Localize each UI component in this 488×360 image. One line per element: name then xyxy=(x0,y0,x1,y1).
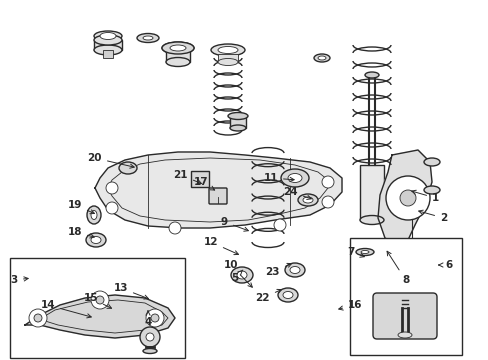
Text: 11: 11 xyxy=(263,173,294,183)
Polygon shape xyxy=(95,152,341,228)
Ellipse shape xyxy=(230,267,252,283)
Bar xyxy=(218,54,238,62)
Ellipse shape xyxy=(162,42,194,54)
Text: 13: 13 xyxy=(113,283,148,299)
Ellipse shape xyxy=(94,31,122,41)
Ellipse shape xyxy=(237,271,246,279)
Ellipse shape xyxy=(165,58,190,67)
Text: 23: 23 xyxy=(265,264,291,277)
Text: 12: 12 xyxy=(203,237,238,255)
Bar xyxy=(94,40,122,50)
Ellipse shape xyxy=(137,33,159,42)
Text: 7: 7 xyxy=(347,247,364,257)
Circle shape xyxy=(146,309,163,327)
Ellipse shape xyxy=(94,35,122,45)
Text: 19: 19 xyxy=(67,200,94,214)
Ellipse shape xyxy=(364,72,378,78)
Circle shape xyxy=(146,333,154,341)
Ellipse shape xyxy=(91,237,101,243)
Circle shape xyxy=(399,190,415,206)
Circle shape xyxy=(385,176,429,220)
Ellipse shape xyxy=(162,42,194,54)
Circle shape xyxy=(106,202,118,214)
Ellipse shape xyxy=(142,348,157,354)
Text: 1: 1 xyxy=(411,190,438,203)
Circle shape xyxy=(91,291,109,309)
Text: 8: 8 xyxy=(386,251,408,285)
Text: 16: 16 xyxy=(338,300,362,310)
FancyBboxPatch shape xyxy=(208,188,226,204)
FancyBboxPatch shape xyxy=(372,293,436,339)
Circle shape xyxy=(169,222,181,234)
Ellipse shape xyxy=(423,186,439,194)
Ellipse shape xyxy=(87,206,101,224)
Ellipse shape xyxy=(229,125,245,131)
Ellipse shape xyxy=(218,58,238,66)
Ellipse shape xyxy=(278,288,297,302)
Text: 20: 20 xyxy=(87,153,134,168)
Circle shape xyxy=(321,176,333,188)
Text: 24: 24 xyxy=(283,187,311,199)
Ellipse shape xyxy=(423,158,439,166)
Circle shape xyxy=(29,309,47,327)
Ellipse shape xyxy=(285,263,305,277)
Ellipse shape xyxy=(170,45,185,51)
Bar xyxy=(349,238,461,355)
Polygon shape xyxy=(377,150,431,245)
FancyBboxPatch shape xyxy=(191,171,208,187)
Ellipse shape xyxy=(119,162,137,174)
Ellipse shape xyxy=(227,112,247,120)
Ellipse shape xyxy=(218,46,238,54)
Bar xyxy=(359,165,383,220)
Ellipse shape xyxy=(142,36,153,40)
Bar xyxy=(103,50,113,58)
Ellipse shape xyxy=(91,211,97,220)
Circle shape xyxy=(151,314,159,322)
Text: 10: 10 xyxy=(223,260,252,287)
Ellipse shape xyxy=(86,233,106,247)
Circle shape xyxy=(321,196,333,208)
Text: 18: 18 xyxy=(67,227,94,238)
Text: 17: 17 xyxy=(193,177,214,190)
Text: 9: 9 xyxy=(221,217,248,231)
Ellipse shape xyxy=(359,216,383,225)
Ellipse shape xyxy=(100,32,116,40)
Text: 5: 5 xyxy=(230,270,243,283)
Bar xyxy=(229,116,245,128)
Ellipse shape xyxy=(360,251,368,253)
Ellipse shape xyxy=(289,266,299,274)
Circle shape xyxy=(34,314,42,322)
Ellipse shape xyxy=(281,169,308,187)
Text: 4: 4 xyxy=(144,311,151,327)
Ellipse shape xyxy=(317,56,325,60)
Text: 21: 21 xyxy=(173,170,201,184)
Text: 2: 2 xyxy=(418,210,447,223)
Text: 22: 22 xyxy=(255,289,281,303)
Circle shape xyxy=(273,219,285,231)
Ellipse shape xyxy=(355,248,373,256)
Polygon shape xyxy=(25,295,175,338)
Ellipse shape xyxy=(283,292,292,298)
Text: 3: 3 xyxy=(11,275,28,285)
Circle shape xyxy=(140,327,160,347)
Ellipse shape xyxy=(210,44,244,56)
Text: 6: 6 xyxy=(438,260,451,270)
Ellipse shape xyxy=(303,197,312,203)
Text: 14: 14 xyxy=(41,300,91,318)
Ellipse shape xyxy=(297,194,317,206)
Ellipse shape xyxy=(313,54,329,62)
Bar xyxy=(10,258,184,358)
Circle shape xyxy=(96,296,104,304)
Circle shape xyxy=(106,182,118,194)
Bar xyxy=(165,48,190,62)
Ellipse shape xyxy=(287,174,302,183)
Text: 15: 15 xyxy=(83,293,111,308)
Ellipse shape xyxy=(94,45,122,55)
Ellipse shape xyxy=(397,332,411,338)
